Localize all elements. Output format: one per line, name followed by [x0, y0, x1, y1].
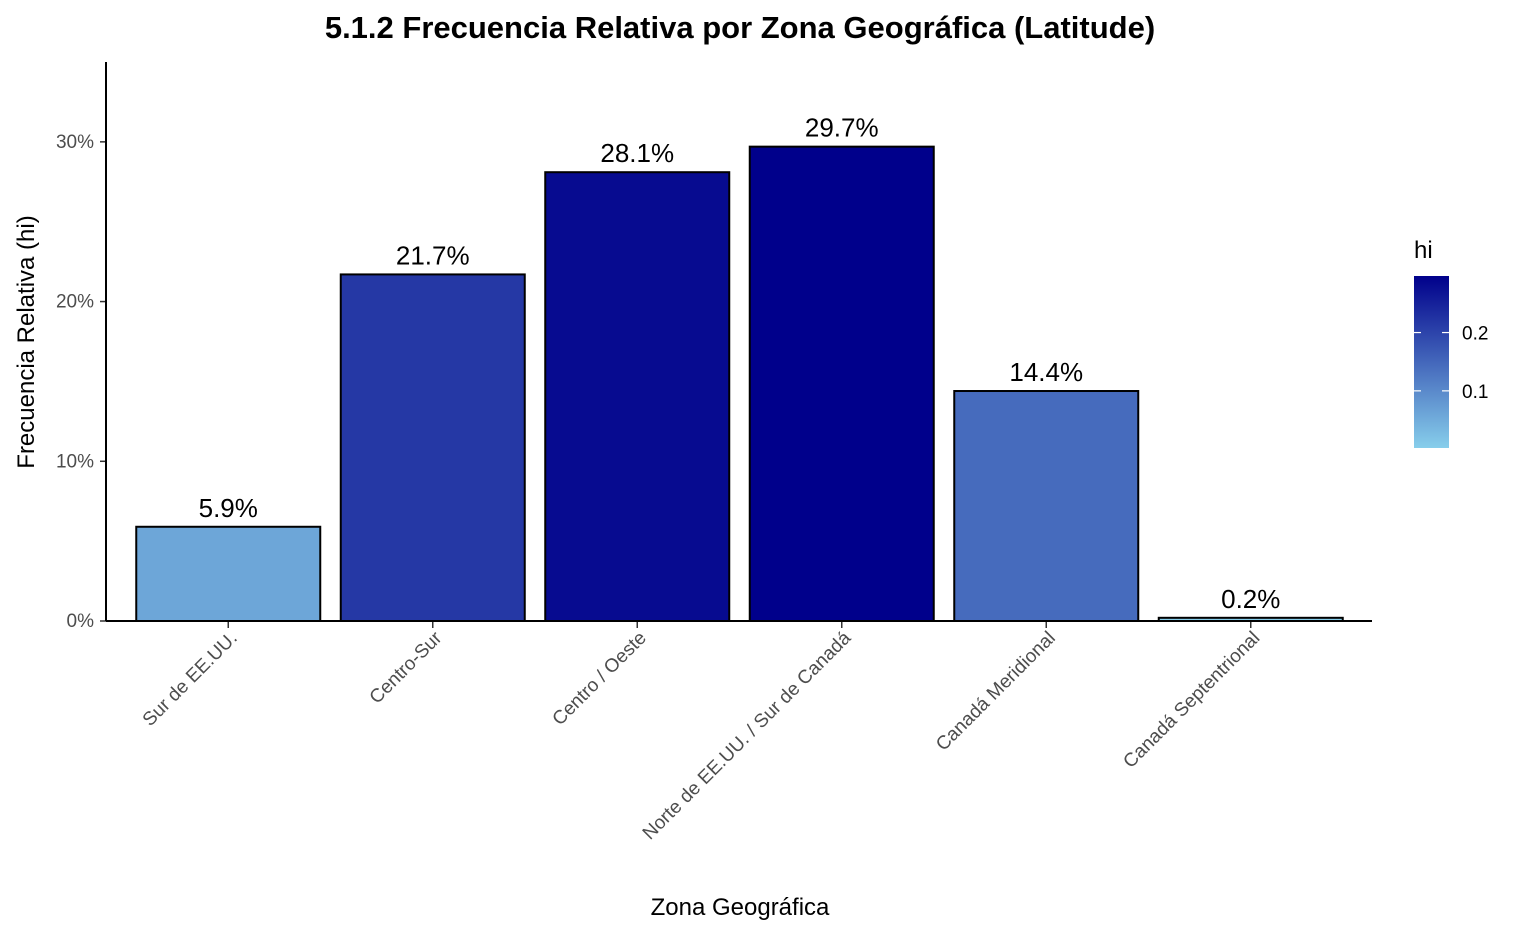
bar-data-label: 5.9% — [199, 493, 258, 523]
bar — [339, 273, 526, 622]
x-tick-label: Norte de EE.UU. / Sur de Canadá — [639, 627, 856, 844]
x-tick-label: Canadá Septentrional — [1119, 628, 1264, 773]
y-tick-label: 30% — [56, 132, 94, 153]
bar-data-labels: 5.9% 21.7% 28.1% 29.7% 14.4% 0.2% — [199, 113, 1281, 614]
legend-colorbar — [1414, 276, 1449, 448]
color-legend: hi 0.1 0.2 — [1414, 237, 1488, 448]
bars — [135, 145, 1344, 623]
bar-data-label: 29.7% — [805, 113, 879, 143]
y-axis-ticks: 0% 10% 20% 30% — [56, 132, 106, 632]
bar — [135, 525, 322, 622]
x-tick-label: Centro / Oeste — [549, 628, 651, 730]
x-tick-label: Centro-Sur — [366, 627, 447, 708]
y-tick-label: 10% — [56, 451, 94, 472]
y-tick-label: 20% — [56, 292, 94, 313]
chart-title: 5.1.2 Frecuencia Relativa por Zona Geogr… — [325, 10, 1155, 45]
x-axis-label: Zona Geográfica — [651, 894, 830, 921]
y-axis-label: Frecuencia Relativa (hi) — [13, 215, 40, 468]
bar-data-label: 28.1% — [600, 138, 674, 168]
bar-data-label: 21.7% — [396, 240, 470, 270]
legend-tick-label: 0.2 — [1462, 324, 1488, 345]
legend-title: hi — [1414, 237, 1433, 264]
legend-ticks: 0.1 0.2 — [1414, 324, 1488, 403]
x-tick-label: Canadá Meridional — [932, 628, 1060, 756]
y-tick-label: 0% — [67, 611, 95, 632]
x-axis-ticks: Sur de EE.UU. Centro-Sur Centro / OesteNor… — [139, 621, 1264, 844]
bar — [953, 390, 1140, 622]
bar — [544, 171, 731, 622]
bar-data-label: 14.4% — [1009, 357, 1083, 387]
x-tick-label: Sur de EE.UU. — [139, 628, 242, 731]
bar-data-label: 0.2% — [1221, 584, 1280, 614]
legend-tick-label: 0.1 — [1462, 382, 1488, 403]
bar — [748, 145, 935, 623]
